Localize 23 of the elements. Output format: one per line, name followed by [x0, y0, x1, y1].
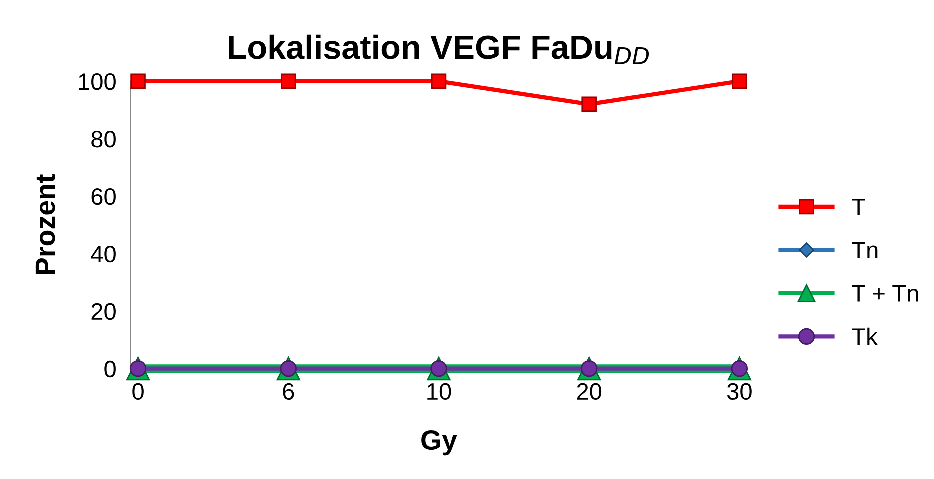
chart-title: Lokalisation VEGF FaDu$_{DD}$	[229, 34, 650, 64]
point	[431, 74, 447, 90]
x-tick-label: 30	[727, 383, 752, 400]
point	[130, 74, 146, 90]
point	[582, 96, 597, 112]
x-tick-label: 6	[283, 383, 294, 400]
legend-label: T	[852, 198, 866, 216]
y-tick-label: 40	[91, 246, 116, 263]
y-axis-title: Prozent	[36, 174, 56, 274]
legend-label: Tk	[852, 328, 878, 345]
x-tick-label: 0	[132, 383, 144, 400]
y-tick-label: 20	[92, 303, 116, 320]
x-axis-title: Gy	[422, 430, 458, 456]
y-tick-label: 0	[104, 360, 116, 378]
point	[732, 74, 748, 90]
y-tick-label: 80	[92, 130, 116, 148]
legend-label: T + Tn	[852, 285, 918, 302]
y-tick-label: 100	[79, 74, 116, 90]
x-tick-label: 20	[577, 383, 602, 400]
y-tick-label: 60	[92, 188, 116, 206]
x-tick-label: 10	[428, 383, 452, 400]
legend-label: Tn	[852, 242, 878, 258]
point	[280, 74, 296, 90]
